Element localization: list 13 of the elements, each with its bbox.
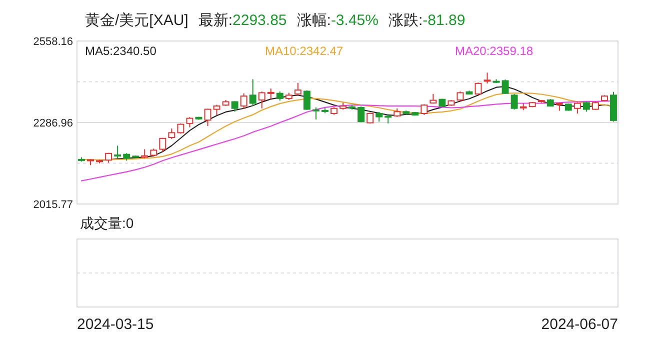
- text: 2024-06-07: [541, 316, 618, 333]
- text: 2024-03-15: [77, 316, 154, 333]
- text: 最新:2293.85: [198, 12, 287, 29]
- y-tick-label: 2558.16: [33, 36, 73, 48]
- text: 涨幅:-3.45%: [296, 12, 378, 29]
- text: MA10:2342.47: [265, 44, 344, 58]
- text: 成交量:0: [80, 215, 134, 231]
- text: MA20:2359.18: [455, 44, 534, 58]
- chart-title: 黄金/美元[XAU]: [85, 12, 188, 29]
- text: 涨跌:-81.89: [388, 12, 466, 29]
- y-tick-label: 2286.96: [33, 118, 73, 130]
- y-tick-label: 2015.77: [33, 199, 73, 211]
- text: MA5:2340.50: [85, 44, 157, 58]
